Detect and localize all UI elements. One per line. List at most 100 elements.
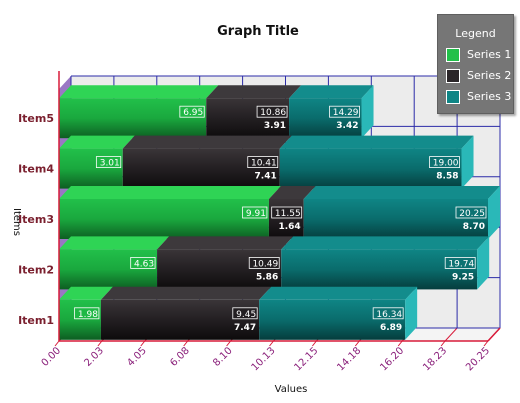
data-label-box [248, 256, 280, 269]
data-label-box [444, 256, 476, 269]
legend-item-series-2: Series 2 [446, 69, 512, 83]
x-tick [54, 340, 60, 347]
bar-top-series-1-item4 [59, 135, 135, 149]
bar-end-item1 [405, 286, 418, 340]
bar-series-1-item4 [59, 148, 123, 189]
x-tick [483, 340, 489, 347]
y-tick-label-item2: Item2 [18, 263, 54, 276]
y-tick-label-item5: Item5 [18, 112, 54, 125]
data-label-box [455, 206, 487, 219]
data-label-box [242, 206, 268, 219]
data-label-series-2-item1: 9.45 [236, 310, 256, 320]
bar-series-2-item3 [268, 199, 304, 239]
legend-swatch-series-1 [446, 48, 460, 62]
bar-top-series-2-item5 [206, 85, 302, 99]
bar-series-3-item4 [279, 148, 462, 189]
bar-top-series-3-item2 [281, 236, 490, 250]
data-label-value-series-2-item1: 7.47 [234, 323, 256, 333]
bar-series-1-item5 [59, 98, 207, 139]
bar-end-item5 [361, 85, 374, 139]
data-label-box [271, 206, 303, 219]
data-label-value-series-2-item2: 5.86 [256, 272, 278, 282]
chart-title: Graph Title [217, 24, 299, 39]
data-label-value-series-3-item2: 9.25 [452, 272, 474, 282]
bar-end-item2 [477, 236, 490, 290]
legend-title: Legend [455, 27, 496, 40]
data-label-box [256, 105, 288, 118]
legend: Legend Series 1 Series 2 Series 3 [437, 14, 514, 114]
legend-swatch-series-3 [446, 90, 460, 104]
bar-top-series-2-item1 [100, 286, 272, 300]
bar-series-2-item4 [122, 148, 280, 189]
data-label-series-2-item2: 10.49 [252, 259, 278, 269]
x-tick [140, 340, 146, 347]
x-tick-label: 0.00 [40, 345, 64, 369]
bar-series-2-item1 [100, 299, 260, 340]
x-axis-title: Values [275, 384, 308, 395]
legend-label-series-3: Series 3 [467, 90, 512, 103]
bar-series-3-item1 [259, 299, 406, 340]
data-label-box [247, 156, 279, 169]
data-label-box [95, 156, 122, 169]
data-label-box [329, 105, 360, 118]
bar-top-series-1-item1 [59, 286, 113, 300]
x-tick-label: 2.03 [82, 345, 106, 369]
data-label-value-series-2-item4: 7.41 [255, 172, 277, 182]
data-label-series-3-item3: 20.25 [459, 209, 485, 219]
x-floor-gridline [444, 327, 458, 342]
bar-top-series-3-item3 [303, 186, 500, 199]
data-label-box [130, 256, 156, 269]
data-label-series-2-item4: 10.41 [251, 159, 277, 169]
bar-top-series-3-item5 [289, 85, 374, 99]
data-label-series-3-item2: 19.74 [448, 259, 474, 269]
bar-series-3-item2 [281, 249, 478, 290]
y-tick-label-item1: Item1 [18, 314, 54, 327]
bar-series-3-item5 [289, 98, 362, 139]
data-label-value-series-2-item5: 3.91 [264, 121, 286, 131]
x-tick-label: 10.13 [250, 345, 278, 373]
bar-series-1-item2 [59, 249, 158, 290]
data-label-box [179, 105, 205, 118]
bar-series-2-item5 [206, 98, 290, 139]
x-tick-label: 14.18 [335, 345, 363, 373]
data-label-series-3-item1: 16.34 [376, 310, 402, 320]
x-tick [440, 340, 446, 347]
x-tick-label: 18.23 [421, 345, 449, 373]
data-label-value-series-3-item5: 3.42 [336, 121, 358, 131]
x-tick [354, 340, 360, 347]
data-label-series-1-item3: 9.91 [246, 209, 266, 219]
x-tick-label: 4.05 [125, 345, 149, 369]
x-tick [183, 340, 189, 347]
x-tick-label: 8.10 [211, 345, 235, 369]
data-label-box [429, 156, 460, 169]
bar-top-series-3-item4 [279, 135, 474, 149]
data-label-box [74, 307, 100, 320]
data-label-series-1-item4: 3.01 [100, 159, 120, 169]
data-label-value-series-2-item3: 1.64 [278, 222, 300, 232]
x-tick-label: 12.15 [292, 345, 320, 373]
bar-series-2-item2 [157, 249, 282, 290]
x-tick-label: 16.20 [378, 345, 406, 373]
bar-top-series-2-item2 [157, 236, 294, 250]
bar-end-item4 [461, 135, 474, 189]
data-label-box [232, 307, 258, 320]
legend-label-series-1: Series 1 [467, 48, 512, 61]
bar-top-series-3-item1 [259, 286, 418, 300]
y-axis-title: Items [11, 208, 22, 236]
x-tick [312, 340, 317, 347]
data-label-value-series-3-item4: 8.58 [436, 172, 458, 182]
bar-top-series-1-item5 [59, 85, 219, 99]
bar-series-3-item3 [303, 199, 488, 239]
x-tick [97, 340, 103, 347]
x-tick [269, 340, 274, 347]
bar-top-series-2-item3 [268, 186, 316, 199]
legend-item-series-3: Series 3 [446, 90, 512, 104]
data-label-series-2-item3: 11.55 [275, 209, 301, 219]
data-label-series-2-item5: 10.86 [260, 108, 286, 118]
x-axis-depth-line [487, 327, 501, 342]
legend-label-series-2: Series 2 [467, 69, 512, 82]
bar-top-series-1-item2 [59, 236, 170, 250]
y-tick-label-item3: Item3 [18, 213, 54, 226]
